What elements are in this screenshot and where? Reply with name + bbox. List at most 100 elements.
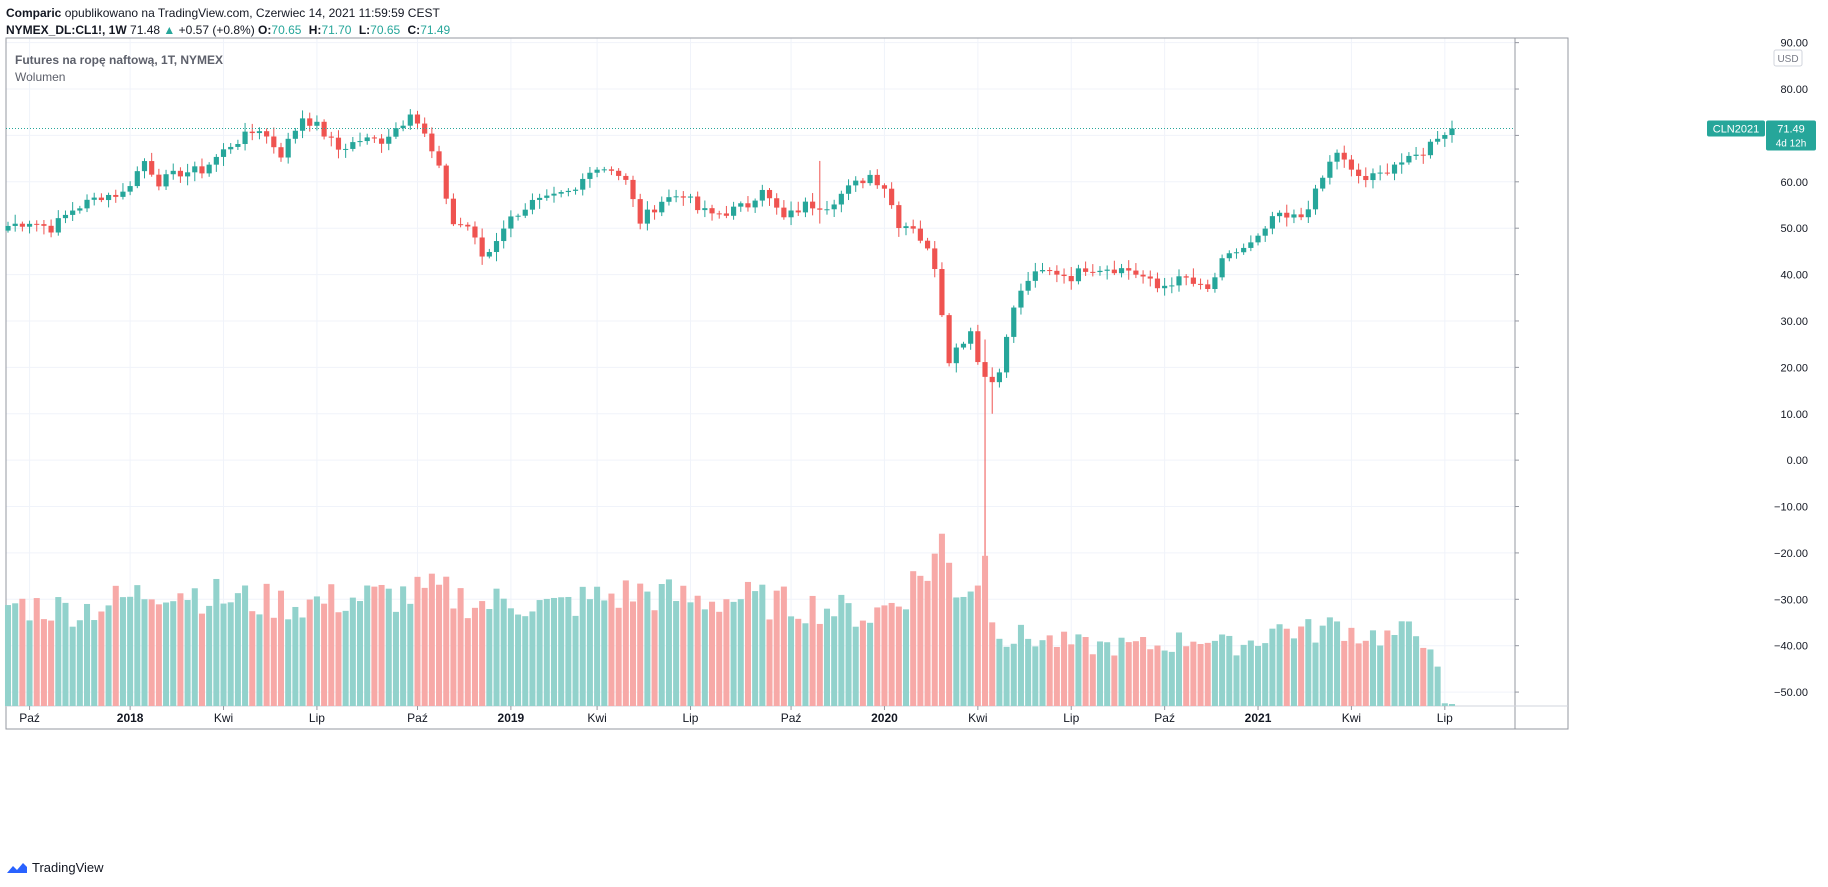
publisher-name[interactable]: Comparic [6,6,62,20]
candle-body [55,218,61,233]
candle-body [544,195,550,198]
volume-bar [1197,644,1204,706]
volume-bar [1369,630,1376,706]
candle-body [120,191,126,197]
candle [896,201,902,237]
volume-bar [12,603,19,706]
candle-body [5,225,11,231]
bar-countdown: 4d 12h [1776,139,1807,150]
candle [903,222,909,236]
open-value: 70.65 [271,23,302,37]
candle [1054,265,1060,283]
volume-bar [1448,704,1456,706]
candle-body [903,226,909,229]
candle [1011,305,1017,343]
candle [1147,270,1153,287]
candle-body [429,133,435,152]
volume-bar [1154,645,1161,706]
volume-bar [558,597,565,706]
candle [687,193,694,204]
candle-body [465,224,471,227]
candle-body [357,141,363,143]
volume-bar [428,573,435,706]
candle-body [759,189,765,201]
price-tick-label: 40.00 [1780,270,1808,282]
candle [802,197,809,218]
candle-body [982,362,988,377]
candle [199,158,205,179]
candle-body [802,201,809,213]
candle-body [307,118,313,126]
volume-bar [464,618,471,706]
candle [817,160,823,224]
volume-bar [349,597,356,706]
volume-bars [4,533,1456,706]
candle-body [1435,138,1441,142]
candle-body [810,201,816,209]
candle [867,170,873,186]
candle [1363,167,1369,188]
candle-body [1140,274,1146,277]
candle [522,203,528,219]
volume-bar [723,599,730,706]
candle-body [1004,336,1010,373]
candle [702,200,708,218]
volume-bar [378,584,385,706]
candle-body [968,331,974,344]
price-tick-label: 30.00 [1780,316,1808,328]
candle [414,110,421,130]
candle [1298,207,1304,221]
candle-body [975,331,981,363]
volume-bar [838,594,845,706]
symbol-name[interactable]: NYMEX_DL:CL1!, 1W [6,23,127,37]
time-tick-label: Lip [309,711,325,725]
volume-bar [292,606,299,706]
candle [845,179,852,201]
candle [1083,261,1089,276]
candle-body [486,252,492,257]
candle-body [917,228,923,241]
candle [838,190,844,213]
candle-body [1413,154,1419,156]
price-tick-label: 80.00 [1780,84,1808,96]
volume-bar [644,591,651,706]
volume-bar [1377,645,1384,706]
candle [228,143,234,154]
candle-body [91,197,97,200]
candle [975,324,981,365]
last-price-tag [1766,120,1816,151]
candle [1126,260,1132,280]
volume-bar [112,585,119,706]
volume-bar [26,620,33,706]
candle [1248,235,1254,252]
candle-body [1399,162,1405,165]
candle-body [285,138,291,158]
candle-body [364,137,370,142]
candle-body [1111,269,1117,274]
volume-bar [960,596,967,706]
candle [450,193,456,227]
candle-body [321,121,327,137]
candle-body [702,208,708,211]
candle-body [508,216,514,229]
candle-body [659,201,665,213]
candle [1233,248,1240,259]
volume-bar [55,597,62,706]
candle-body [271,136,277,148]
volume-bar [1240,644,1247,706]
candle [1018,283,1024,315]
up-arrow-icon: ▲ [163,23,176,37]
candle [1212,272,1218,293]
candle-body [1255,235,1261,243]
volume-bar [1391,635,1398,706]
candle [731,201,737,220]
candle-body [1370,173,1376,181]
candle [673,189,679,203]
tradingview-logo[interactable]: TradingView [6,860,104,875]
candle [256,127,263,140]
candle-body [378,138,385,144]
candle-body [1075,268,1082,282]
candle [529,193,536,215]
low-label: L: [358,23,371,37]
